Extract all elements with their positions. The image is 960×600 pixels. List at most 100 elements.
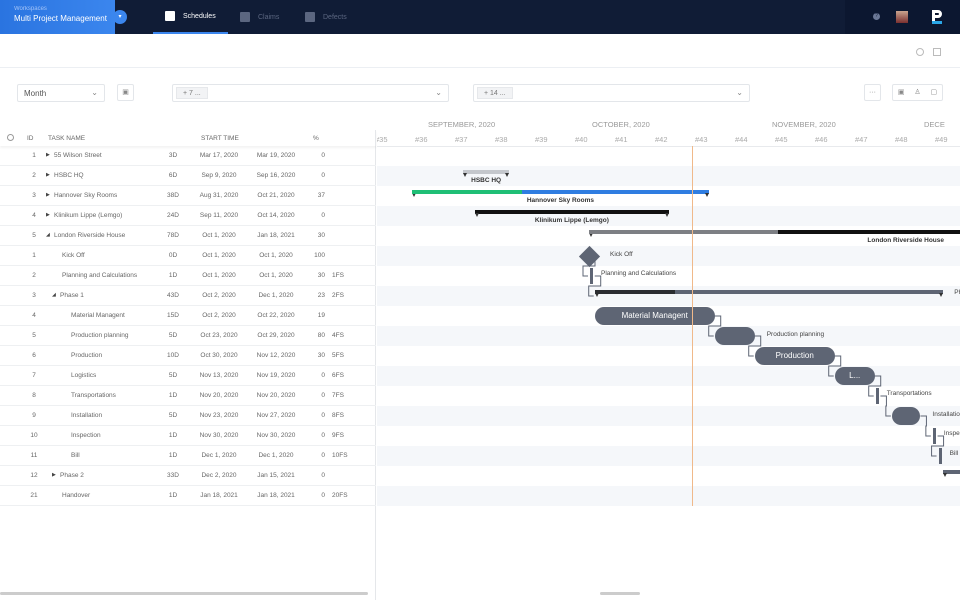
row-task-name: Production planning <box>71 332 129 339</box>
table-row[interactable]: 4 ▶ Klinikum Lippe (Lemgo) 24D Sep 11, 2020 O… <box>0 206 376 226</box>
week-label: #47 <box>855 135 868 144</box>
help-icon[interactable]: ? <box>873 13 880 20</box>
table-row[interactable]: 5 Production planning 5D Oct 23, 2020 Oct 29… <box>0 326 376 346</box>
workspace-label: Workspaces <box>14 6 47 12</box>
header-id[interactable]: ID <box>27 135 34 142</box>
week-label: #45 <box>775 135 788 144</box>
task-bar[interactable] <box>590 268 593 284</box>
table-row[interactable]: 10 Inspection 1D Nov 30, 2020 Nov 30, 2020 0 9… <box>0 426 376 446</box>
table-row[interactable]: 3 ◢ Phase 1 43D Oct 2, 2020 Dec 1, 2020 23 2FS <box>0 286 376 306</box>
collapse-icon[interactable]: ◢ <box>46 232 50 238</box>
task-bar[interactable]: L... <box>834 367 875 385</box>
task-label: Ph <box>954 289 960 296</box>
row-start: Oct 1, 2020 <box>202 232 236 239</box>
row-percent: 0 <box>321 472 325 479</box>
table-row[interactable]: 8 Transportations 1D Nov 20, 2020 Nov 20, 20… <box>0 386 376 406</box>
dependency-line <box>868 375 882 397</box>
collapse-icon[interactable]: ◢ <box>52 292 56 298</box>
table-row[interactable]: 5 ◢ London Riverside House 78D Oct 1, 2020 Ja… <box>0 226 376 246</box>
expand-icon[interactable]: ▶ <box>46 172 50 178</box>
expand-icon[interactable]: ▶ <box>46 212 50 218</box>
summary-bar[interactable] <box>943 470 960 477</box>
week-label: #35 <box>377 135 388 144</box>
table-row[interactable]: 2 Planning and Calculations 1D Oct 1, 2020 O… <box>0 266 376 286</box>
search-icon[interactable] <box>916 48 924 56</box>
expand-icon[interactable]: ▶ <box>52 472 56 478</box>
progress-fill <box>594 290 675 294</box>
workspace-dropdown-button[interactable]: ▾ <box>113 10 127 24</box>
row-id: 1 <box>32 252 36 259</box>
task-bar[interactable] <box>938 448 942 464</box>
avatar[interactable] <box>896 11 908 23</box>
chevron-down-icon: ⌄ <box>435 88 442 97</box>
workspace-switcher[interactable]: Workspaces Multi Project Management <box>0 0 115 34</box>
calendar-picker-button[interactable]: ▣ <box>117 84 134 101</box>
row-id: 5 <box>32 332 36 339</box>
row-percent: 100 <box>314 252 325 259</box>
table-row[interactable]: 7 Logistics 5D Nov 13, 2020 Nov 19, 2020 0 6FS <box>0 366 376 386</box>
task-bar[interactable] <box>875 388 879 404</box>
table-row[interactable]: 2 ▶ HSBC HQ 6D Sep 9, 2020 Sep 16, 2020 0 <box>0 166 376 186</box>
row-end: Nov 12, 2020 <box>256 352 296 359</box>
summary-bar[interactable] <box>594 290 944 297</box>
summary-bar[interactable] <box>589 230 960 237</box>
expand-icon[interactable]: ▶ <box>46 192 50 198</box>
table-row[interactable]: 3 ▶ Hannover Sky Rooms 38D Aug 31, 2020 Oct 2… <box>0 186 376 206</box>
table-row[interactable]: 6 Production 10D Oct 30, 2020 Nov 12, 2020 30… <box>0 346 376 366</box>
summary-bar[interactable] <box>411 190 710 197</box>
row-start: Oct 1, 2020 <box>202 272 236 279</box>
gantt-scrollbar[interactable] <box>600 592 640 595</box>
task-bar[interactable] <box>714 327 755 345</box>
table-row[interactable]: 21 Handover 1D Jan 18, 2021 Jan 18, 2021 0 20F… <box>0 486 376 506</box>
tab-defects[interactable]: Defects <box>293 0 359 34</box>
table-row[interactable]: 12 ▶ Phase 2 33D Dec 2, 2020 Jan 15, 2021 0 <box>0 466 376 486</box>
view-mode-select[interactable]: Month ⌄ <box>17 84 105 102</box>
header-task-name[interactable]: TASK NAME <box>48 135 86 142</box>
table-row[interactable]: 1 ▶ 55 Wilson Street 3D Mar 17, 2020 Mar 19, … <box>0 146 376 166</box>
panel-toggle-icon[interactable] <box>933 48 941 56</box>
summary-bar[interactable] <box>474 210 670 217</box>
projects-filter[interactable]: + 7 ... ⌄ <box>172 84 449 102</box>
table-row[interactable]: 11 Bill 1D Dec 1, 2020 Dec 1, 2020 0 10FS <box>0 446 376 466</box>
task-label: Bill <box>949 450 959 457</box>
task-bar[interactable]: Material Managent <box>594 307 715 325</box>
row-start: Sep 9, 2020 <box>201 172 237 179</box>
task-label: Installation <box>932 411 960 418</box>
row-id: 1 <box>32 152 36 159</box>
table-row[interactable]: 4 Material Managent 15D Oct 2, 2020 Oct 22, … <box>0 306 376 326</box>
expand-icon[interactable]: ▶ <box>46 152 50 158</box>
row-task-name: Kick Off <box>62 252 85 259</box>
table-row[interactable]: 9 Installation 5D Nov 23, 2020 Nov 27, 2020 0… <box>0 406 376 426</box>
table-scrollbar[interactable] <box>0 592 368 595</box>
row-id: 3 <box>32 192 36 199</box>
row-task-name: Hannover Sky Rooms <box>54 192 118 199</box>
header-start-time[interactable]: START TIME <box>201 135 239 142</box>
task-bar[interactable] <box>891 407 921 425</box>
row-id: 7 <box>32 372 36 379</box>
filter-chip[interactable]: + 14 ... <box>477 87 513 99</box>
week-label: #44 <box>735 135 748 144</box>
row-predecessor: 8FS <box>332 412 344 419</box>
task-label: Production planning <box>766 331 825 338</box>
row-predecessor: 5FS <box>332 352 344 359</box>
row-start: Aug 31, 2020 <box>199 192 239 199</box>
resources-filter[interactable]: + 14 ... ⌄ <box>473 84 750 102</box>
row-percent: 0 <box>321 412 325 419</box>
tab-schedules[interactable]: Schedules <box>153 0 228 34</box>
task-bar[interactable]: Production <box>754 347 835 365</box>
filter-chip[interactable]: + 7 ... <box>176 87 208 99</box>
tab-claims[interactable]: Claims <box>228 0 291 34</box>
table-row[interactable]: 1 Kick Off 0D Oct 1, 2020 Oct 1, 2020 100 <box>0 246 376 266</box>
summary-bar[interactable] <box>463 170 509 177</box>
dependency-line <box>582 255 596 277</box>
user-icon[interactable]: ♙ <box>914 89 921 96</box>
more-options-button[interactable]: ··· <box>864 84 881 101</box>
calendar-blank-icon[interactable]: ▢ <box>930 89 938 96</box>
task-label: London Riverside House <box>867 237 944 244</box>
dependency-line <box>931 435 945 457</box>
calendar-icon[interactable]: ▣ <box>897 89 905 96</box>
row-percent: 0 <box>321 492 325 499</box>
info-icon[interactable] <box>7 134 14 141</box>
header-percent[interactable]: % <box>313 135 319 142</box>
task-bar[interactable] <box>932 428 936 444</box>
